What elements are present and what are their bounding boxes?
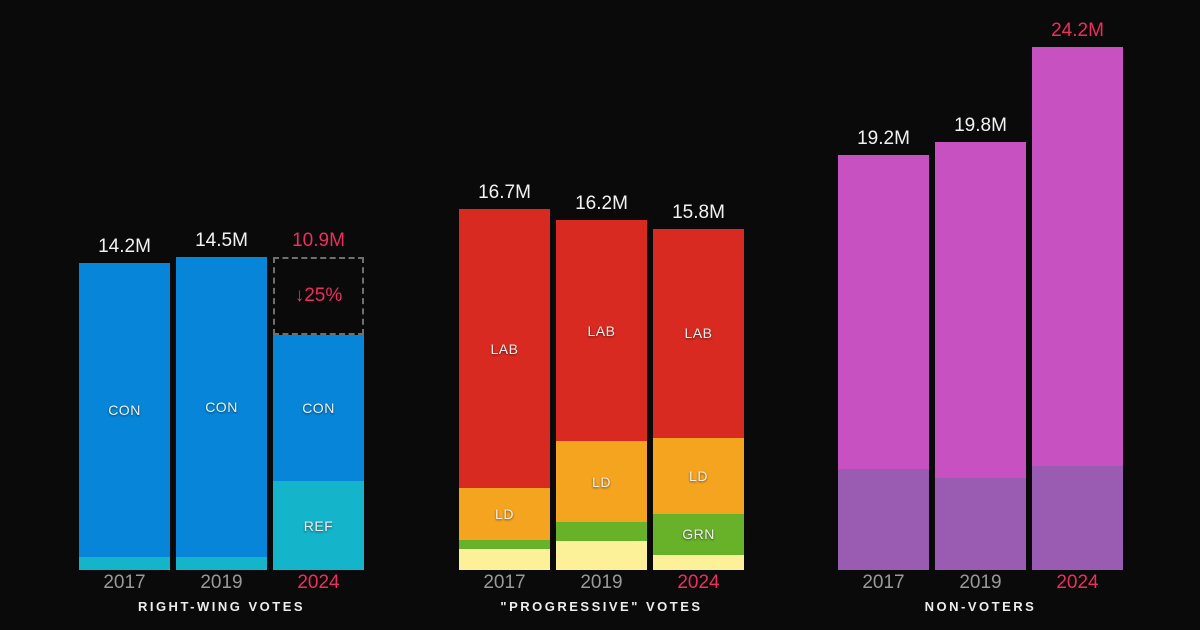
bar-segment-con: CON: [273, 334, 364, 482]
bar-total-label: 19.8M: [954, 115, 1007, 137]
year-label: 2017: [103, 572, 146, 593]
year-label: 2019: [959, 572, 1002, 593]
bar-total-label: 19.2M: [857, 128, 910, 150]
segment-label: CON: [205, 398, 238, 415]
bar-segment-grn: [556, 522, 647, 541]
bar-segment-ld: LD: [459, 487, 550, 540]
segment-label: CON: [108, 402, 141, 419]
group-caption: "PROGRESSIVE" VOTES: [500, 599, 703, 614]
bar-2024: [1032, 47, 1123, 570]
bar-2017: LAB LD: [459, 209, 550, 570]
bar-segment-grn: [459, 539, 550, 550]
bar-2024: CON REF: [273, 334, 364, 570]
bar-segment-ld: LD: [556, 441, 647, 523]
year-label: 2024: [297, 572, 340, 593]
segment-label: CON: [302, 400, 335, 417]
segment-label: LD: [592, 473, 611, 490]
bar-total-label: 10.9M: [292, 229, 345, 251]
bar-total-label: 14.5M: [195, 229, 248, 251]
bar-segment-oth: [556, 540, 647, 571]
bar-2017: [838, 155, 929, 570]
bar-segment-con: CON: [79, 263, 170, 557]
bar-segment-nonvoter: [935, 142, 1026, 479]
bar-2024: LAB LD GRN: [653, 228, 744, 570]
group-caption: NON-VOTERS: [924, 599, 1037, 614]
segment-label: LD: [689, 468, 708, 484]
segment-label: LAB: [490, 340, 519, 357]
segment-label: LD: [495, 505, 514, 522]
bar-segment-oth: [653, 554, 744, 570]
segment-label: GRN: [682, 526, 715, 543]
chart-group: LAB LD 16.7M 2017 LAB LD 16.2M 2019 LAB LD GRN 15.8…: [459, 0, 744, 630]
bar-segment-nonvoter: [1032, 47, 1123, 467]
bar-segment-nonvoter_shade: [1032, 466, 1123, 570]
bar-segment-ld: LD: [653, 438, 744, 514]
segment-label: LAB: [684, 325, 713, 342]
bar-total-label: 16.2M: [575, 193, 628, 215]
bar-segment-ref: REF: [273, 481, 364, 570]
ghost-drop-box: ↓25%: [273, 256, 364, 335]
bar-segment-con: CON: [176, 256, 267, 557]
bar-total-label: 15.8M: [672, 201, 725, 223]
group-caption: RIGHT-WING VOTES: [137, 599, 306, 614]
bar-segment-lab: LAB: [653, 228, 744, 439]
bar-total-label: 16.7M: [478, 182, 531, 204]
bar-total-label: 24.2M: [1051, 20, 1104, 42]
chart-group: CON 14.2M 2017 CON 14.5M 2019 CON REF ↓25% 10.9M 2…: [79, 0, 364, 630]
bar-segment-grn: GRN: [653, 513, 744, 555]
bar-segment-lab: LAB: [459, 209, 550, 488]
year-label: 2024: [1056, 572, 1099, 593]
chart-group: 19.2M 2017 19.8M 2019 24.2M 2024 NON-VOTERS: [838, 0, 1123, 630]
bar-segment-nonvoter: [838, 155, 929, 469]
bar-2019: CON: [176, 256, 267, 570]
year-label: 2024: [677, 572, 720, 593]
bar-segment-ref: [79, 557, 170, 570]
bar-2017: CON: [79, 263, 170, 570]
segment-label: LAB: [587, 322, 616, 339]
year-label: 2017: [862, 572, 905, 593]
year-label: 2017: [483, 572, 526, 593]
bar-2019: LAB LD: [556, 220, 647, 571]
bar-segment-ref: [176, 557, 267, 570]
bar-segment-oth: [459, 549, 550, 570]
segment-label: REF: [303, 517, 334, 534]
year-label: 2019: [200, 572, 243, 593]
bar-segment-nonvoter_shade: [838, 468, 929, 570]
year-label: 2019: [580, 572, 623, 593]
bar-2019: [935, 142, 1026, 570]
bar-total-label: 14.2M: [98, 236, 151, 258]
bar-segment-lab: LAB: [556, 220, 647, 442]
drop-percent-label: ↓25%: [294, 284, 343, 306]
bar-segment-nonvoter_shade: [935, 478, 1026, 570]
